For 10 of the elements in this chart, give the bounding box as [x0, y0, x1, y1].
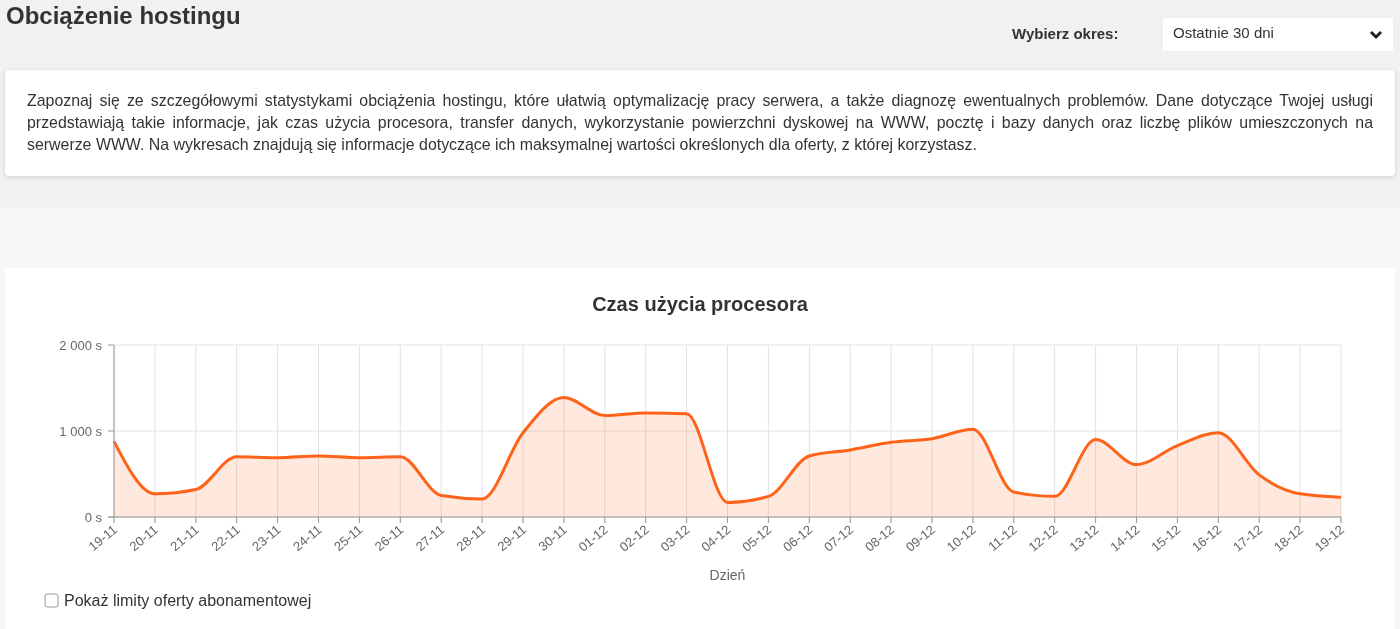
y-tick-label: 2 000 s	[59, 337, 103, 353]
chart-title: Czas użycia procesora	[592, 293, 809, 315]
text: Zapoznaj się ze szczegółowymi statystykami obciążenia hostingu, które ułatwią optymalizację pracy serwera, a także diagnozę ewentualnych problemów. Dane dotyczące Twojej usługi przedstawiają takie informacje, jak czas użycia procesora, transfer danych, wykorzystanie powierzchni dyskowej na WWW, pocztę i bazy danych oraz liczbę plików umieszczonych na serwerze WWW. Na wykresach znajdują się informacje dotyczące ich maksymalnej wartości określonych dla oferty, z której korzystasz.	[5, 70, 1395, 176]
text: Obciążenie hostingu	[6, 2, 241, 30]
text: Ostatnie 30 dni	[1163, 18, 1393, 51]
text: Wybierz okres:	[1012, 25, 1119, 42]
x-axis-title: Dzień	[709, 567, 746, 583]
text: Pokaż limity oferty abonamentowej	[64, 592, 312, 609]
y-tick-label: 0 s	[84, 509, 103, 525]
y-tick-label: 1 000 s	[59, 423, 103, 439]
